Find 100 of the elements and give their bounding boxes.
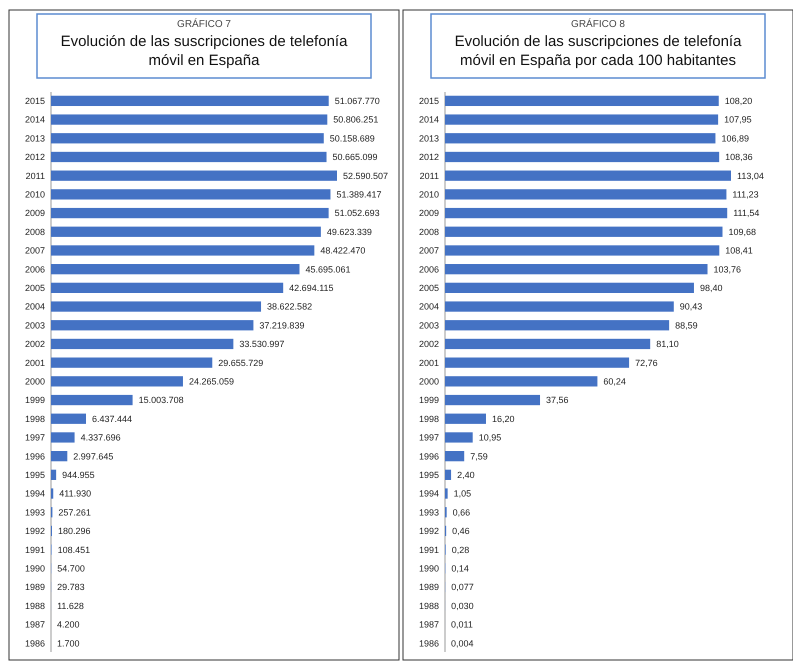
data-label: 2,40 <box>457 470 475 480</box>
data-label: 4.200 <box>57 620 80 630</box>
y-tick-label: 2005 <box>418 283 439 294</box>
data-label: 51.389.417 <box>336 190 382 200</box>
data-label: 0,66 <box>452 507 470 518</box>
data-label: 90,43 <box>680 302 702 312</box>
bar <box>51 470 56 480</box>
data-label: 16,20 <box>492 414 515 424</box>
y-tick-label: 2008 <box>24 226 45 237</box>
data-label: 98,40 <box>700 283 722 294</box>
data-label: 103,76 <box>714 264 742 274</box>
bar <box>51 376 183 386</box>
y-tick-label: 2014 <box>418 114 439 125</box>
chart-title: Evolución de las suscripciones de telefonía móvil en España <box>60 33 348 69</box>
y-tick-label: 1987 <box>418 620 439 630</box>
bar <box>445 114 718 125</box>
bar <box>445 152 720 162</box>
y-tick-label: 2012 <box>24 152 45 162</box>
data-label: 106,89 <box>721 133 749 144</box>
y-tick-label: 2007 <box>24 246 45 256</box>
data-label: 11.628 <box>57 600 84 611</box>
y-tick-label: 1994 <box>24 488 45 499</box>
data-label: 108,20 <box>724 96 752 106</box>
data-label: 257.261 <box>58 507 91 518</box>
data-label: 81,10 <box>656 339 679 350</box>
bar <box>445 451 464 462</box>
data-label: 0,28 <box>452 544 470 555</box>
bar <box>51 114 328 125</box>
y-tick-label: 2001 <box>24 358 45 368</box>
y-tick-label: 1990 <box>24 563 45 574</box>
y-tick-label: 1993 <box>418 507 439 518</box>
data-label: 49.623.339 <box>326 226 372 237</box>
y-tick-label: 1987 <box>24 620 45 630</box>
data-label: 180.296 <box>58 526 91 536</box>
y-tick-label: 1997 <box>418 432 439 443</box>
y-tick-label: 1990 <box>418 563 439 574</box>
bar <box>445 189 726 200</box>
y-tick-label: 2015 <box>418 96 439 106</box>
bar <box>445 226 722 237</box>
bar <box>51 133 324 144</box>
bar <box>445 282 694 293</box>
y-tick-label: 1996 <box>418 451 439 462</box>
data-label: 113,04 <box>737 170 764 181</box>
bar <box>51 451 68 462</box>
bar <box>445 338 650 350</box>
y-tick-label: 2000 <box>24 376 45 386</box>
data-label: 107,95 <box>724 114 752 125</box>
data-label: 111,23 <box>732 190 759 200</box>
bar <box>51 301 262 312</box>
y-tick-label: 1997 <box>24 432 45 443</box>
y-tick-label: 1998 <box>418 414 439 424</box>
bar <box>445 301 674 312</box>
data-label: 111,54 <box>733 208 760 218</box>
data-label: 108,41 <box>725 246 753 256</box>
data-label: 72,76 <box>635 358 658 368</box>
bar <box>445 414 486 424</box>
data-label: 50.158.689 <box>330 133 375 144</box>
data-label: 24.265.059 <box>188 376 234 386</box>
bar <box>445 320 670 330</box>
y-tick-label: 1988 <box>418 600 439 611</box>
bar <box>51 394 133 406</box>
y-tick-label: 1991 <box>24 544 45 555</box>
y-tick-label: 1994 <box>418 488 439 499</box>
y-tick-label: 2008 <box>418 226 439 237</box>
y-tick-label: 2002 <box>418 339 439 350</box>
bar <box>51 338 234 350</box>
data-label: 60,24 <box>603 376 626 386</box>
chart-subtitle: GRÁFICO 8 <box>571 18 626 30</box>
bar <box>51 152 327 162</box>
y-tick-label: 2012 <box>418 152 439 162</box>
data-label: 411.930 <box>59 488 92 499</box>
y-tick-label: 2003 <box>24 320 45 330</box>
y-tick-label: 2010 <box>24 190 45 200</box>
data-label: 2.997.645 <box>73 451 114 462</box>
y-tick-label: 2005 <box>24 283 45 294</box>
bar <box>445 245 720 256</box>
data-label: 29.783 <box>57 582 85 592</box>
y-tick-label: 1998 <box>24 414 45 424</box>
data-label: 42.694.115 <box>289 283 334 294</box>
y-tick-label: 1991 <box>418 544 439 555</box>
y-tick-label: 2011 <box>420 170 439 181</box>
data-label: 38.622.582 <box>267 302 312 312</box>
y-tick-label: 2000 <box>418 376 439 386</box>
y-tick-label: 2014 <box>24 114 45 125</box>
data-label: 109,68 <box>728 226 756 237</box>
y-tick-label: 2009 <box>24 208 45 218</box>
y-tick-label: 2009 <box>418 208 439 218</box>
bar <box>445 208 728 218</box>
y-tick-label: 2011 <box>26 170 45 181</box>
data-label: 48.422.470 <box>320 246 366 256</box>
y-tick-label: 2015 <box>24 96 45 106</box>
y-tick-label: 1999 <box>24 395 45 406</box>
y-tick-label: 2004 <box>418 302 439 312</box>
y-tick-label: 1995 <box>418 470 439 480</box>
bar <box>51 170 337 181</box>
y-tick-label: 1992 <box>418 526 439 536</box>
bar <box>445 264 708 274</box>
data-label: 10,95 <box>478 432 502 443</box>
data-label: 15.003.708 <box>138 395 184 406</box>
bar <box>51 414 86 424</box>
